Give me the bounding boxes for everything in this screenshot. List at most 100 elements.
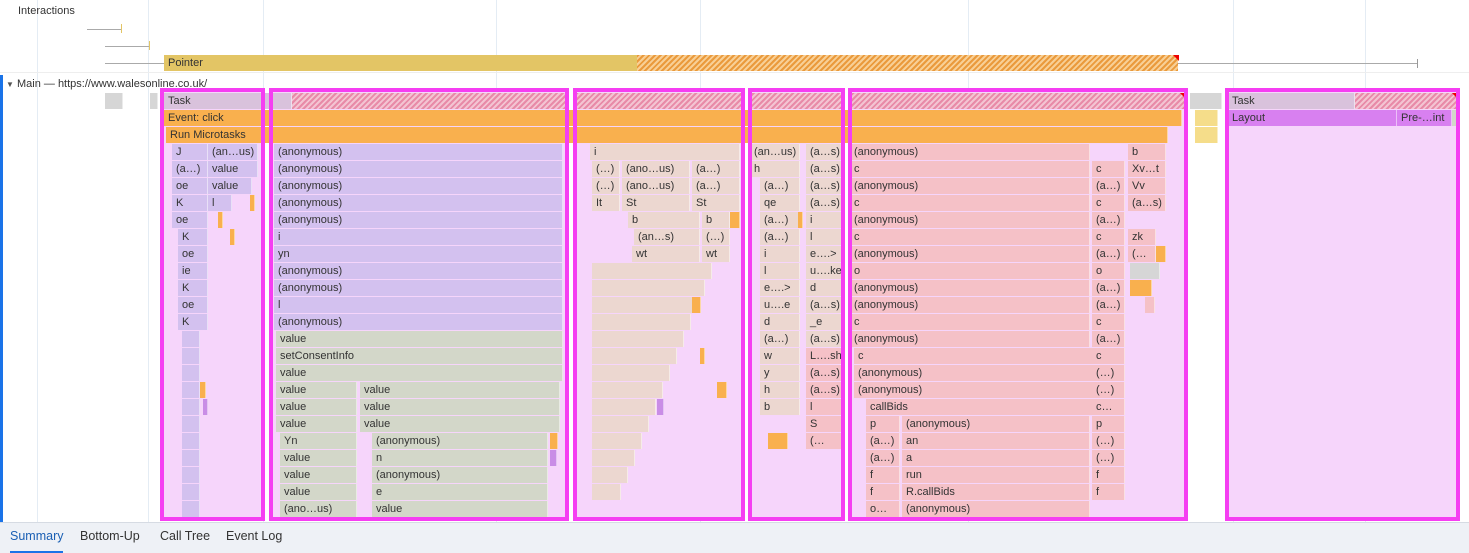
- flame-block[interactable]: (anonymous): [850, 280, 1090, 296]
- flame-block[interactable]: (anonymous): [902, 416, 1090, 432]
- flame-block[interactable]: value: [276, 365, 563, 381]
- flame-block[interactable]: (a…): [760, 178, 800, 194]
- flame-block[interactable]: [182, 484, 200, 500]
- flame-block[interactable]: [717, 382, 727, 398]
- flame-block[interactable]: value: [360, 382, 560, 398]
- flame-block[interactable]: (anonymous): [274, 314, 563, 330]
- flame-block[interactable]: (anonymous): [850, 212, 1090, 228]
- flame-block[interactable]: c: [1092, 161, 1125, 177]
- flame-block[interactable]: (anonymous): [850, 178, 1090, 194]
- flame-block[interactable]: [592, 416, 649, 432]
- interaction-whisker[interactable]: [87, 29, 121, 30]
- flame-block[interactable]: [592, 314, 691, 330]
- flame-block[interactable]: [798, 212, 803, 228]
- flame-block[interactable]: i: [806, 212, 842, 228]
- flame-block[interactable]: l: [760, 263, 800, 279]
- flame-block[interactable]: [592, 365, 670, 381]
- flame-block[interactable]: yn: [274, 246, 563, 262]
- flame-block[interactable]: Task: [164, 93, 292, 109]
- flame-block[interactable]: (a…s): [1128, 195, 1166, 211]
- flame-block[interactable]: e….>: [806, 246, 842, 262]
- flame-block[interactable]: (anonymous): [274, 144, 563, 160]
- flame-block[interactable]: callBids: [866, 399, 1106, 415]
- flame-block[interactable]: St: [692, 195, 740, 211]
- flame-block[interactable]: (a…s): [806, 178, 842, 194]
- flame-block[interactable]: b: [628, 212, 700, 228]
- flame-block[interactable]: [182, 433, 200, 449]
- long-task-overtime[interactable]: [574, 93, 745, 109]
- flame-block[interactable]: c…: [1092, 399, 1125, 415]
- long-task-overtime[interactable]: [292, 93, 566, 109]
- long-task-overtime[interactable]: [750, 93, 842, 109]
- flame-block[interactable]: e….>: [760, 280, 800, 296]
- flame-block[interactable]: value: [276, 416, 357, 432]
- flame-block[interactable]: (ano…us): [280, 501, 357, 517]
- flame-block[interactable]: value: [276, 382, 357, 398]
- tab-summary[interactable]: Summary: [10, 523, 64, 553]
- flame-block[interactable]: (anonymous): [902, 501, 1090, 517]
- flame-block[interactable]: (a…): [1092, 246, 1125, 262]
- flame-block[interactable]: an: [902, 433, 1090, 449]
- flame-block[interactable]: l: [274, 297, 563, 313]
- flame-block[interactable]: St: [622, 195, 690, 211]
- flame-block[interactable]: f: [866, 484, 900, 500]
- flame-block[interactable]: Event: click: [164, 110, 1182, 126]
- flame-block[interactable]: (anonymous): [850, 144, 1090, 160]
- flame-block[interactable]: oe: [172, 212, 208, 228]
- flame-block[interactable]: [182, 450, 200, 466]
- flame-block[interactable]: i: [760, 246, 800, 262]
- flame-block[interactable]: c: [1092, 195, 1125, 211]
- flame-block[interactable]: c: [850, 161, 1090, 177]
- flame-block[interactable]: d: [806, 280, 842, 296]
- flame-block[interactable]: (…): [1092, 382, 1125, 398]
- tab-event-log[interactable]: Event Log: [226, 529, 283, 543]
- flame-block[interactable]: (anonymous): [274, 263, 563, 279]
- flame-block[interactable]: [592, 450, 635, 466]
- flame-block[interactable]: (a…): [1092, 212, 1125, 228]
- flame-block[interactable]: [700, 348, 705, 364]
- flame-block[interactable]: [105, 93, 123, 109]
- flame-block[interactable]: K: [178, 229, 208, 245]
- flame-block[interactable]: (anonymous): [274, 178, 563, 194]
- flame-block[interactable]: o: [1092, 263, 1125, 279]
- flame-block[interactable]: value: [280, 484, 357, 500]
- flame-block[interactable]: [182, 399, 200, 415]
- flame-block[interactable]: y: [760, 365, 800, 381]
- flame-block[interactable]: (anonymous): [850, 331, 1090, 347]
- flame-block[interactable]: oe: [178, 297, 208, 313]
- flame-block[interactable]: u….ke: [806, 263, 842, 279]
- flame-block[interactable]: [730, 212, 740, 228]
- flame-block[interactable]: J: [172, 144, 208, 160]
- flame-block[interactable]: (anonymous): [372, 433, 548, 449]
- flame-block[interactable]: (a…): [760, 212, 800, 228]
- flame-block[interactable]: [592, 382, 663, 398]
- flame-block[interactable]: e: [372, 484, 548, 500]
- flame-block[interactable]: [592, 467, 628, 483]
- flame-block[interactable]: (a…): [760, 331, 800, 347]
- flame-block[interactable]: (a…): [866, 433, 900, 449]
- flame-block[interactable]: (a…): [1092, 178, 1125, 194]
- flame-block[interactable]: [657, 399, 664, 415]
- flame-block[interactable]: (anonymous): [854, 382, 1094, 398]
- flame-block[interactable]: c: [1092, 229, 1125, 245]
- flame-block[interactable]: b: [760, 399, 800, 415]
- flame-block[interactable]: [1452, 110, 1457, 126]
- flame-block[interactable]: value: [360, 416, 560, 432]
- flame-block[interactable]: (a…s): [806, 382, 842, 398]
- flame-block[interactable]: value: [208, 178, 252, 194]
- flame-block[interactable]: o: [850, 263, 1090, 279]
- interaction-marker[interactable]: [121, 24, 122, 33]
- flame-block[interactable]: Yn: [280, 433, 357, 449]
- flame-block[interactable]: value: [208, 161, 258, 177]
- flame-block[interactable]: (a…s): [806, 365, 842, 381]
- long-task-overtime[interactable]: [850, 93, 1185, 109]
- flame-block[interactable]: (a…): [1092, 331, 1125, 347]
- flame-block[interactable]: [182, 382, 200, 398]
- flame-block[interactable]: qe: [760, 195, 800, 211]
- flame-block[interactable]: (an…us): [750, 144, 800, 160]
- flame-block[interactable]: [150, 93, 158, 109]
- flame-block[interactable]: i: [590, 144, 740, 160]
- flame-block[interactable]: L….sh: [806, 348, 842, 364]
- flame-block[interactable]: Run Microtasks: [166, 127, 1168, 143]
- flame-block[interactable]: b: [702, 212, 730, 228]
